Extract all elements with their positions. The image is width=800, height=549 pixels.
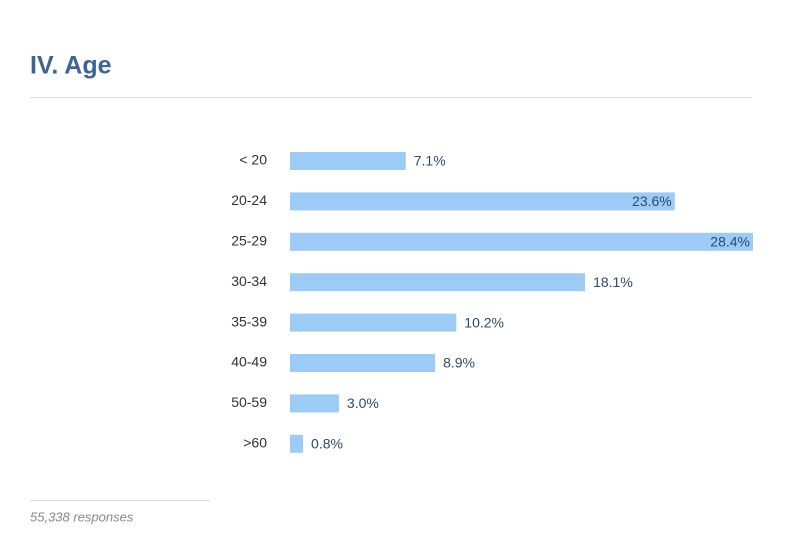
category-label: 40-49 (231, 354, 267, 370)
value-label: 10.2% (464, 314, 504, 330)
bar (290, 152, 406, 170)
footnote: 55,338 responses (30, 509, 134, 524)
category-label: 50-59 (231, 394, 267, 410)
category-label: 20-24 (231, 192, 267, 208)
bar (290, 192, 675, 211)
chart-title: IV. Age (30, 52, 112, 80)
bar (290, 313, 457, 332)
bar (290, 354, 436, 372)
category-label: < 20 (239, 152, 267, 168)
value-label: 23.6% (632, 193, 672, 209)
bar (290, 232, 753, 251)
bar (290, 273, 586, 292)
value-label: 18.1% (593, 274, 633, 290)
value-label: 0.8% (311, 436, 343, 452)
category-label: 25-29 (231, 233, 267, 249)
category-label: >60 (243, 435, 267, 451)
value-label: 8.9% (443, 355, 475, 371)
value-label: 28.4% (710, 234, 750, 250)
bar (290, 434, 304, 453)
bar (290, 394, 339, 413)
value-label: 3.0% (347, 395, 379, 411)
category-label: 30-34 (231, 273, 267, 289)
category-label: 35-39 (231, 313, 267, 329)
value-label: 7.1% (414, 153, 446, 169)
